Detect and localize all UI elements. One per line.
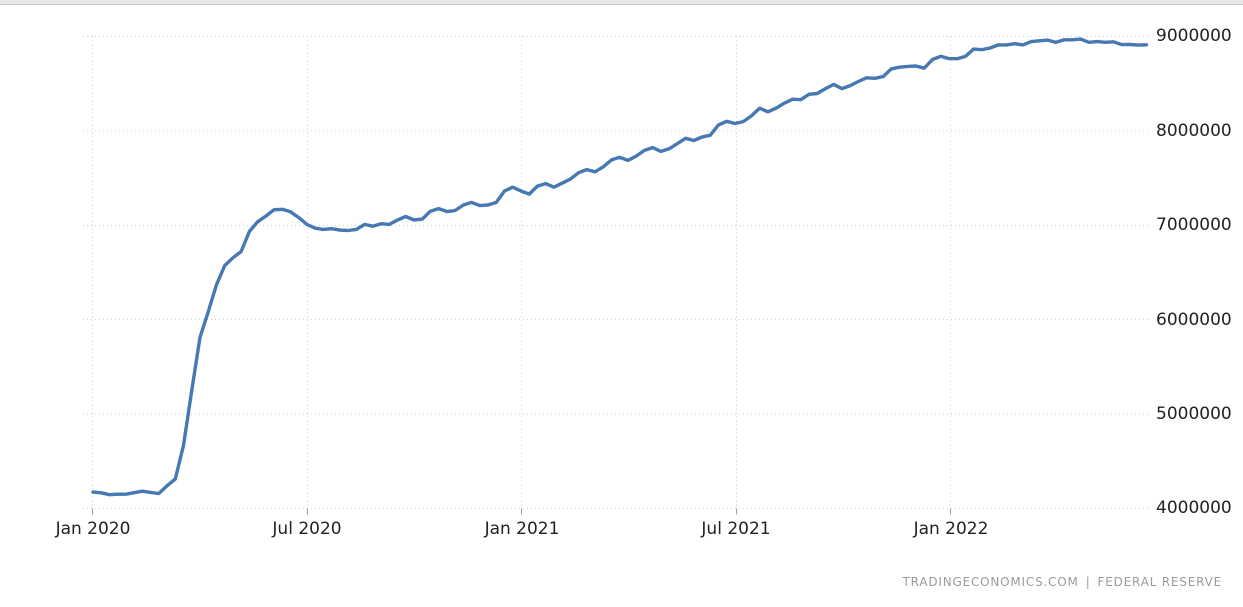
y-tick-label: 9000000 (1156, 26, 1232, 46)
attribution-separator: | (1085, 575, 1091, 589)
y-tick-label: 7000000 (1156, 215, 1232, 235)
x-tick-label: Jul 2020 (272, 519, 342, 539)
attribution-source-name[interactable]: FEDERAL RESERVE (1097, 575, 1222, 589)
y-tick-label: 5000000 (1156, 404, 1232, 424)
x-tick-label: Jan 2020 (55, 519, 131, 539)
x-tick-label: Jan 2022 (913, 519, 989, 539)
x-tick-label: Jan 2021 (484, 519, 560, 539)
y-tick-label: 6000000 (1156, 310, 1232, 330)
attribution-site-link[interactable]: TRADINGECONOMICS.COM (902, 575, 1079, 589)
y-tick-label: 8000000 (1156, 121, 1232, 141)
y-tick-label: 4000000 (1156, 498, 1232, 518)
top-border (0, 0, 1243, 5)
source-attribution: TRADINGECONOMICS.COM | FEDERAL RESERVE (903, 575, 1222, 589)
series-line (91, 37, 1149, 497)
x-tick-label: Jul 2021 (701, 519, 771, 539)
